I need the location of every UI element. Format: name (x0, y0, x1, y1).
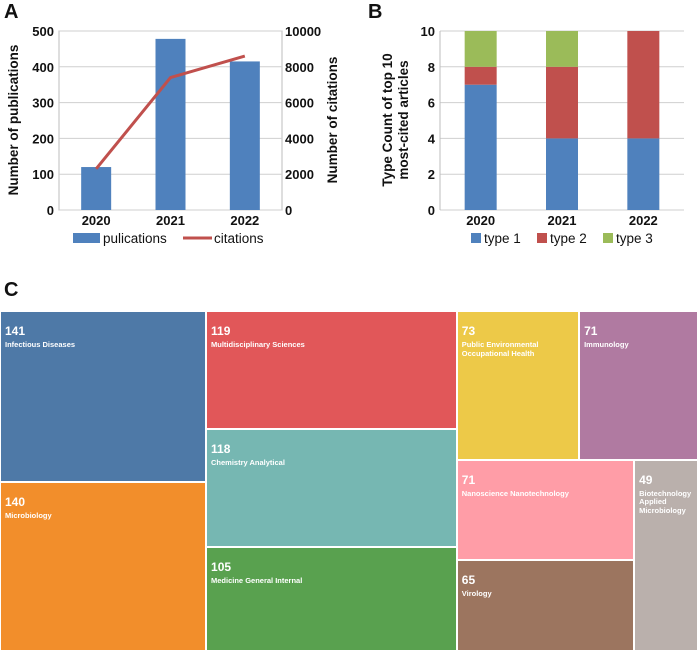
treemap-value: 141 (5, 324, 26, 338)
chart-a: A 0 100 200 300 400 500 0 2000 4000 6000 8000 1000… (4, 1, 340, 246)
legend-label-publications: pulications (103, 231, 167, 246)
legend-swatch-type-3 (603, 233, 613, 243)
treemap-cell-microbiology: 140 Microbiology (0, 481, 207, 651)
bar-type-2-2020 (464, 66, 497, 85)
treemap-label: Multidisciplinary Sciences (211, 340, 305, 349)
treemap-cell-public-environmental-occupational-health: 73 Public Environmental Occupational Heal… (456, 311, 580, 460)
y-tick-b: 10 (421, 24, 435, 39)
treemap-label: Nanoscience Nanotechnology (461, 488, 569, 498)
treemap-value: 49 (639, 472, 653, 487)
panel-c-header: C (4, 279, 18, 301)
bar-publications-2022 (229, 61, 260, 211)
y-axis-title-b-line2: most-cited articles (396, 60, 411, 179)
chart-b: B 0 2 4 6 8 10 2020 2021 2022 Type Count of top… (368, 1, 684, 246)
treemap-value: 118 (211, 442, 231, 457)
x-tick-a: 2020 (82, 213, 111, 228)
legend-label-type-2: type 2 (550, 231, 587, 246)
treemap-cell-medicine-general-internal: 105 Medicine General Internal (206, 546, 457, 651)
y-tick-b: 0 (428, 203, 435, 218)
treemap-label: Immunology (584, 340, 629, 349)
y-axis-title-b-line1: Type Count of top 10 (380, 53, 395, 186)
y-tick-a: 0 (47, 203, 54, 218)
treemap-value: 140 (5, 494, 26, 509)
y-tick-a: 400 (32, 60, 54, 75)
y-tick-b: 4 (428, 131, 436, 146)
legend-swatch-type-2 (537, 233, 547, 243)
bar-type-1-2022 (627, 138, 660, 210)
x-tick-b: 2021 (548, 213, 577, 228)
treemap-c: 141 Infectious Diseases 140 Microbiology 119… (0, 311, 698, 651)
treemap-cell-biotechnology-applied-microbiology: 49 Biotechnology Applied Microbiology (634, 459, 698, 651)
x-tick-b: 2022 (629, 213, 658, 228)
legend-label-citations: citations (214, 231, 264, 246)
treemap-label: Microbiology (5, 510, 52, 520)
y-tick-a: 500 (32, 24, 54, 39)
y-tick-a: 200 (32, 131, 54, 146)
treemap-label: Chemistry Analytical (211, 458, 285, 468)
x-tick-a: 2022 (230, 213, 259, 228)
x-tick-b: 2020 (466, 213, 495, 228)
y2-tick-a: 10000 (285, 24, 321, 39)
treemap-value: 65 (461, 572, 476, 587)
y2-axis-title-a: Number of citations (325, 57, 340, 184)
treemap-cell-chemistry-analytical: 118 Chemistry Analytical (206, 429, 457, 547)
treemap-value: 119 (211, 324, 231, 338)
y-tick-b: 6 (428, 96, 435, 111)
legend-label-type-3: type 3 (616, 231, 653, 246)
x-tick-a: 2021 (156, 213, 185, 228)
y-tick-b: 8 (428, 60, 435, 75)
y-tick-a: 300 (32, 96, 54, 111)
treemap-label: Biotechnology Applied Microbiology (639, 488, 692, 515)
y-axis-title-a: Number of publications (6, 45, 21, 196)
treemap-label: Public Environmental Occupational Health (461, 340, 539, 358)
bar-type-3-2021 (546, 31, 578, 67)
y2-tick-a: 0 (285, 203, 292, 218)
treemap-value: 105 (211, 559, 232, 574)
treemap-value: 73 (461, 324, 476, 338)
treemap-cell-nanoscience-nanotechnology: 71 Nanoscience Nanotechnology (456, 459, 635, 560)
panel-letter-a: A (4, 1, 18, 23)
bar-publications-2020 (81, 167, 112, 210)
y2-tick-a: 6000 (285, 96, 314, 111)
treemap-label: Medicine General Internal (211, 575, 303, 585)
panel-letter-b: B (368, 1, 382, 23)
bar-type-1-2020 (464, 84, 497, 210)
y2-tick-a: 8000 (285, 60, 314, 75)
treemap-cell-multidisciplinary-sciences: 119 Multidisciplinary Sciences (206, 311, 457, 430)
bar-type-3-2020 (464, 31, 497, 67)
legend-label-type-1: type 1 (484, 231, 521, 246)
treemap-label: Virology (461, 588, 492, 598)
treemap-label: Infectious Diseases (5, 340, 76, 349)
legend-swatch-publications (73, 233, 100, 243)
line-citations (95, 54, 246, 170)
y2-tick-a: 4000 (285, 131, 314, 146)
panel-letter-c: C (4, 279, 18, 301)
treemap-cell-virology: 65 Virology (456, 559, 635, 651)
treemap-cell-immunology: 71 Immunology (579, 311, 698, 460)
bar-publications-2021 (155, 38, 186, 210)
y-tick-a: 100 (32, 167, 54, 182)
bar-type-2-2022 (627, 31, 660, 139)
legend-swatch-type-1 (471, 233, 481, 243)
y2-tick-a: 2000 (285, 167, 314, 182)
y-tick-b: 2 (428, 167, 435, 182)
treemap-value: 71 (584, 324, 598, 338)
bar-type-2-2021 (546, 66, 578, 139)
bar-type-1-2021 (546, 138, 578, 210)
treemap-value: 71 (461, 472, 476, 487)
treemap-cell-infectious-diseases: 141 Infectious Diseases (0, 311, 207, 482)
